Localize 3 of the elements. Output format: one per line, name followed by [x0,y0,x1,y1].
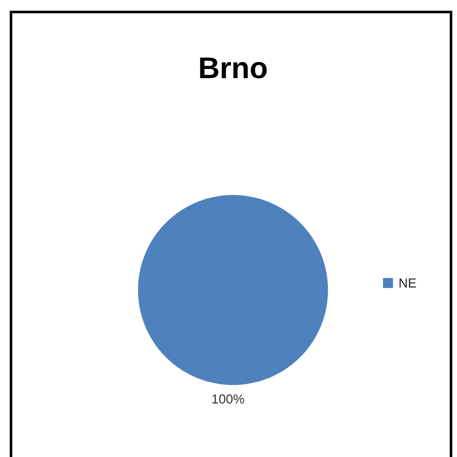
data-label: 100% [212,394,244,404]
chart-title: Brno [200,58,267,78]
legend-label: NE [400,278,416,288]
